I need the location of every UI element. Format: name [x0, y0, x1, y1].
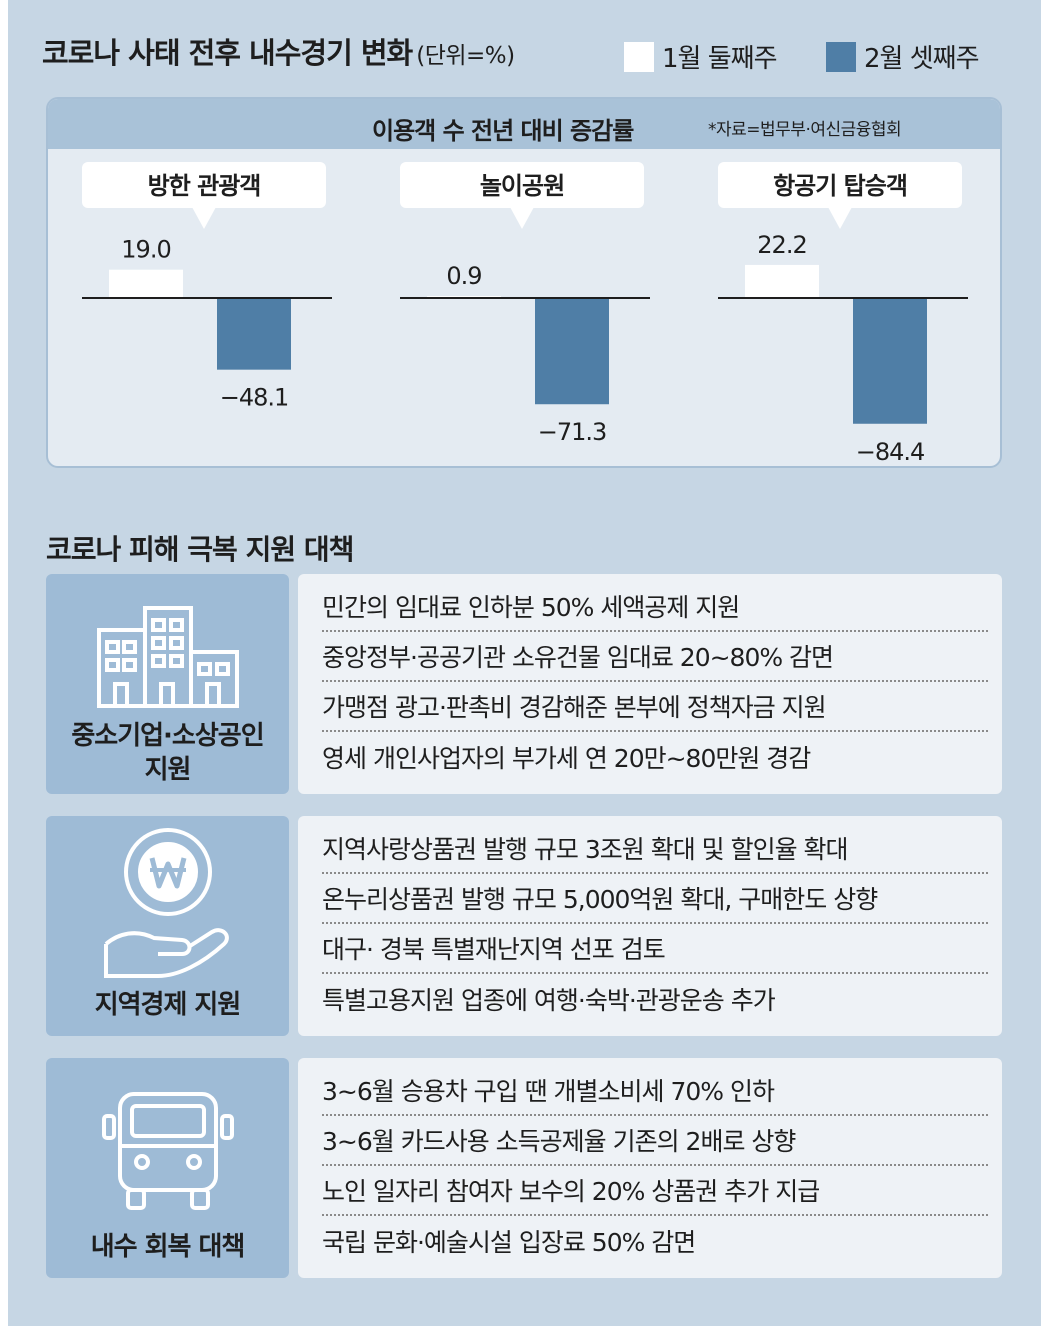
- policy-item: 3~6월 카드사용 소득공제율 기존의 2배로 상향: [322, 1116, 988, 1166]
- bus-icon: [46, 1086, 289, 1216]
- policy-list: 지역사랑상품권 발행 규모 3조원 확대 및 할인율 확대 온누리상품권 발행 …: [298, 816, 1002, 1036]
- policy-item: 온누리상품권 발행 규모 5,000억원 확대, 구매한도 상향: [322, 874, 988, 924]
- policy-item: 지역사랑상품권 발행 규모 3조원 확대 및 할인율 확대: [322, 824, 988, 874]
- legend-item-jan: 1월 둘째주: [624, 38, 777, 75]
- data-label-jan: 19.0: [121, 236, 170, 264]
- won-coin-hand-icon: [46, 826, 289, 986]
- bar-chart: 방한 관광객 19.0 −48.1 놀이공원 0.9 −71.3 항공기 탑승객 22.2 −8…: [82, 162, 968, 466]
- category-bubble-tail: [828, 207, 852, 229]
- bar-feb: [853, 298, 927, 424]
- legend-swatch-white: [624, 41, 654, 72]
- policy-item: 중앙정부·공공기관 소유건물 임대료 20~80% 감면: [322, 632, 988, 682]
- category-panel: 내수 회복 대책: [46, 1058, 289, 1278]
- legend-label: 2월 셋째주: [864, 44, 979, 74]
- data-label-jan: 22.2: [757, 231, 806, 259]
- unit-label: (단위=%): [416, 43, 515, 69]
- bar-feb: [535, 298, 609, 405]
- page-title: 코로나 사태 전후 내수경기 변화 (단위=%): [42, 30, 515, 72]
- bar-feb: [217, 298, 291, 370]
- buildings-icon: [46, 602, 289, 712]
- policy-item: 가맹점 광고·판촉비 경감해준 본부에 정책자금 지원: [322, 682, 988, 732]
- chart-panel: 이용객 수 전년 대비 증감률 *자료=법무부·여신금융협회 방한 관광객 19.…: [46, 97, 1002, 468]
- category-label: 지역경제 지원: [94, 990, 242, 1020]
- bar-jan: [109, 269, 183, 298]
- category-bubble-tail: [192, 207, 216, 229]
- legend-label: 1월 둘째주: [662, 44, 777, 74]
- legend-item-feb: 2월 셋째주: [826, 38, 979, 75]
- policy-item: 대구· 경북 특별재난지역 선포 검토: [322, 924, 988, 974]
- policy-item: 3~6월 승용차 구입 땐 개별소비세 70% 인하: [322, 1066, 988, 1116]
- category-label: 방한 관광객: [148, 172, 261, 200]
- policy-item: 노인 일자리 참여자 보수의 20% 상품권 추가 지급: [322, 1166, 988, 1216]
- data-label-feb: −84.4: [856, 438, 925, 466]
- category-label: 내수 회복 대책: [90, 1232, 246, 1262]
- legend-swatch-blue: [826, 41, 856, 72]
- policy-list: 민간의 임대료 인하분 50% 세액공제 지원 중앙정부·공공기관 소유건물 임…: [298, 574, 1002, 794]
- bar-jan: [745, 264, 819, 298]
- data-label-feb: −71.3: [538, 418, 607, 446]
- category-label-line2: 지원: [144, 755, 192, 785]
- title-text: 코로나 사태 전후 내수경기 변화: [42, 36, 413, 70]
- category-bubble: [82, 162, 326, 208]
- chart-source: *자료=법무부·여신금융협회: [708, 120, 902, 140]
- category-bubble-tail: [510, 207, 534, 229]
- chart-title: 이용객 수 전년 대비 증감률: [372, 117, 634, 145]
- policy-item: 민간의 임대료 인하분 50% 세액공제 지원: [322, 582, 988, 632]
- section-title: 코로나 피해 극복 지원 대책: [46, 533, 354, 566]
- policy-row-domestic: 내수 회복 대책 3~6월 승용차 구입 땐 개별소비세 70% 인하 3~6월…: [46, 1058, 1002, 1278]
- policy-item: 국립 문화·예술시설 입장료 50% 감면: [322, 1228, 696, 1257]
- category-bubble: [400, 162, 644, 208]
- policy-item: 특별고용지원 업종에 여행·숙박·관광운송 추가: [322, 986, 776, 1015]
- policy-row-regional: 지역경제 지원 지역사랑상품권 발행 규모 3조원 확대 및 할인율 확대 온누…: [46, 816, 1002, 1036]
- data-label-feb: −48.1: [220, 384, 289, 412]
- category-panel: 지역경제 지원: [46, 816, 289, 1036]
- data-label-jan: 0.9: [446, 262, 481, 290]
- category-label-line1: 중소기업·소상공인: [71, 721, 264, 751]
- policy-list: 3~6월 승용차 구입 땐 개별소비세 70% 인하 3~6월 카드사용 소득공…: [298, 1058, 1002, 1278]
- category-label: 항공기 탑승객: [773, 172, 907, 200]
- category-label: 놀이공원: [480, 172, 564, 200]
- category-bubble: [718, 162, 962, 208]
- chart-header: 이용객 수 전년 대비 증감률 *자료=법무부·여신금융협회: [48, 99, 1000, 149]
- infographic-frame: 코로나 사태 전후 내수경기 변화 (단위=%) 1월 둘째주 2월 셋째주 이용…: [8, 0, 1041, 1326]
- policy-item: 영세 개인사업자의 부가세 연 20만~80만원 경감: [322, 744, 811, 773]
